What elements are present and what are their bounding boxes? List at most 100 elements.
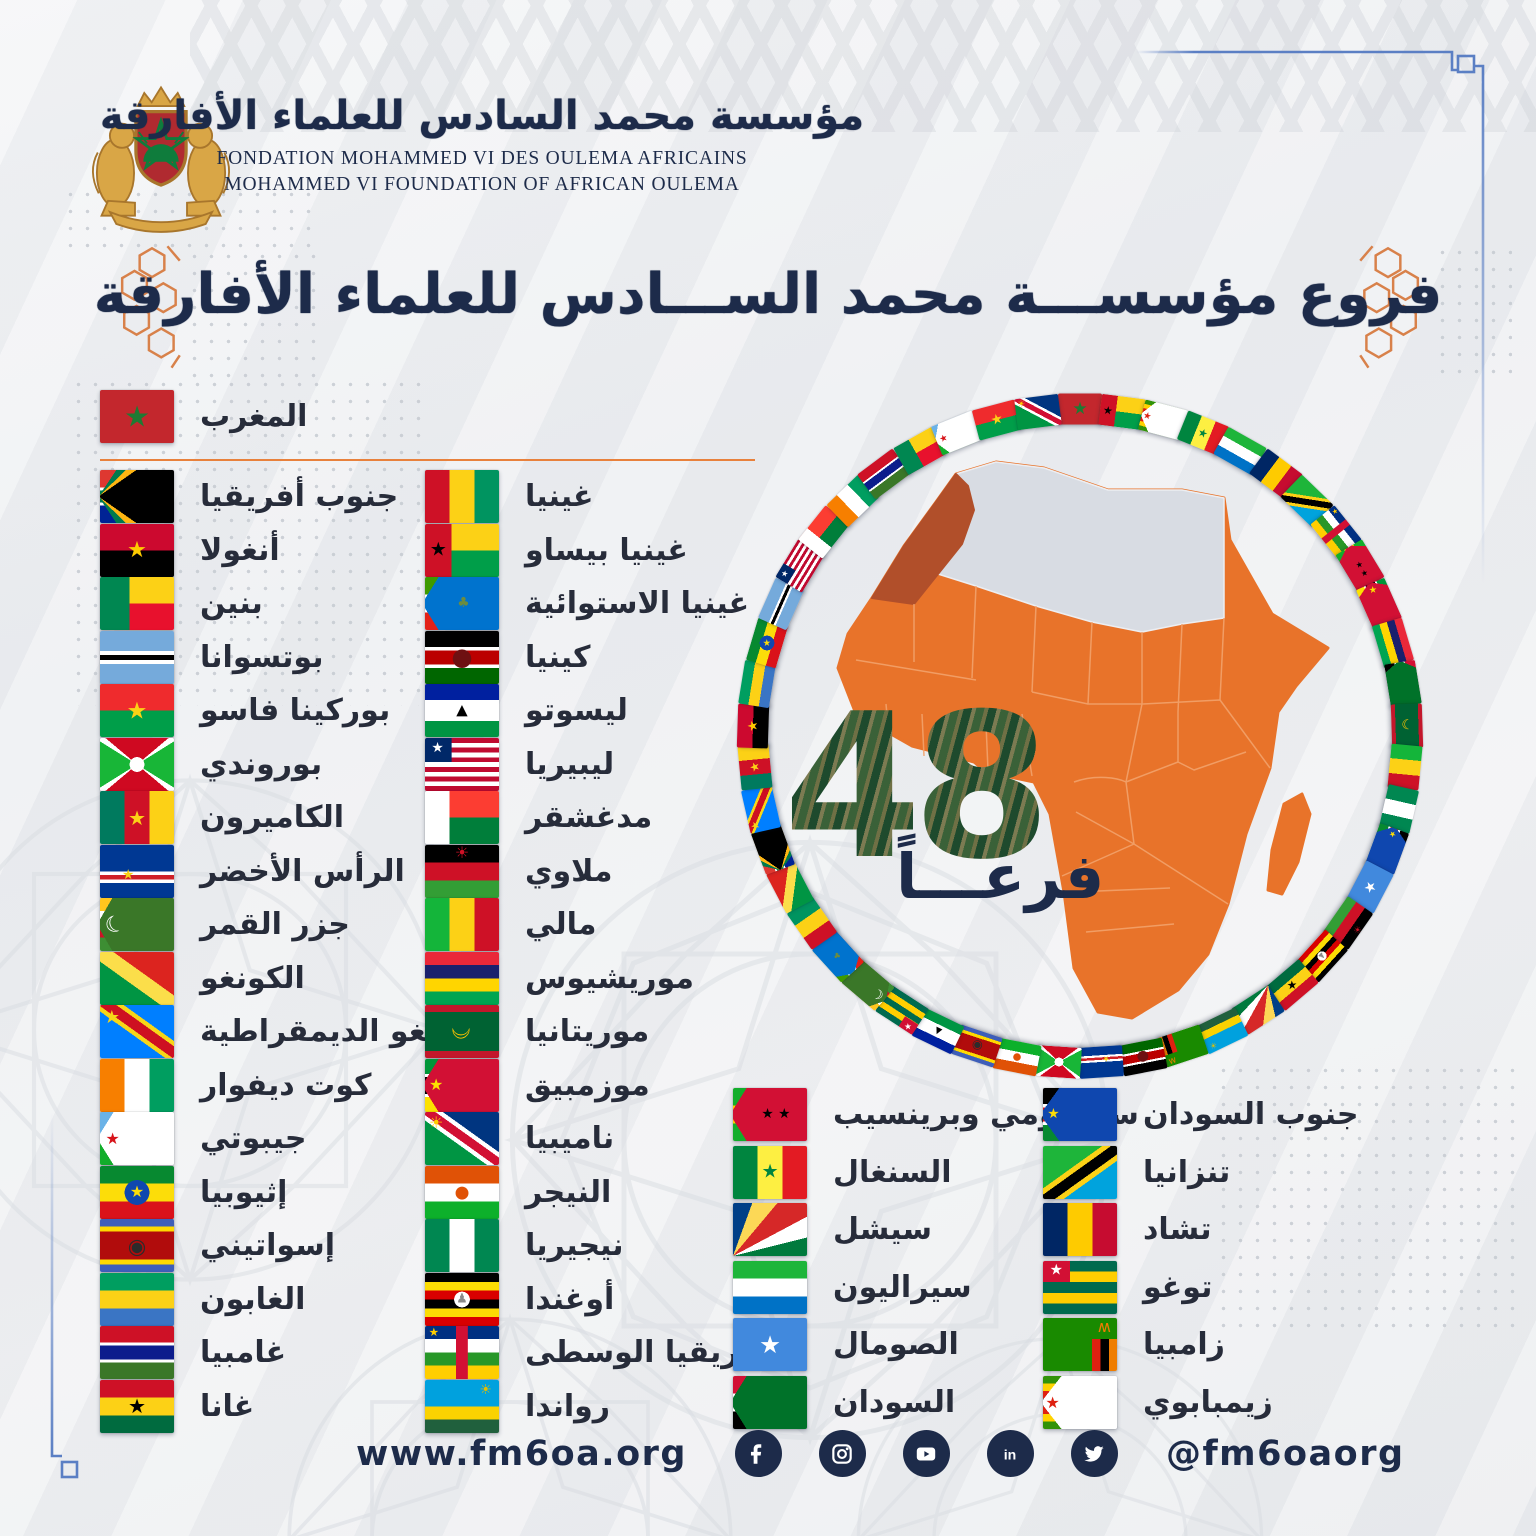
linkedin-icon[interactable]: in [986,1430,1034,1477]
foundation-name-arabic: مؤسسة محمد السادس للعلماء الأفارقة [99,93,865,139]
flag-mdg [424,790,500,845]
country-label: رواندا [525,1388,611,1424]
country-row: ★ جنوب السودان [1042,1087,1358,1142]
country-label: غينيا [525,479,594,514]
country-row: ★ بوركينا فاسو [99,683,391,738]
flag-ner: ● [424,1164,500,1220]
country-label: توغو [1143,1269,1213,1305]
morocco-separator [100,459,755,461]
flag-som: ★ [732,1317,808,1373]
country-label: المغرب [200,399,308,434]
header: مؤسسة محمد السادس للعلماء الأفارقة FONDA… [100,86,864,199]
flag-bwa [99,629,175,685]
country-row: تنزانيا [1042,1144,1231,1200]
country-label: بنين [200,586,263,621]
country-label: الكونغو [200,960,305,996]
country-label: زيمبابوي [1143,1385,1273,1420]
flag-lbr: ★ [424,736,500,792]
country-row: ☀ ملاوي [424,843,613,899]
flag-emblem: ★ [1072,398,1088,419]
instagram-icon[interactable] [818,1430,866,1477]
country-label: الصومال [833,1327,959,1363]
flag-emblem: ★ [126,696,148,724]
flag-civ [99,1057,175,1113]
flag-emblem: ★ [1047,1105,1060,1122]
flag-emblem: ♟ [456,1290,468,1306]
flag-emblem: ● [451,641,473,671]
country-row: ★ إثيوبيا [99,1164,287,1220]
flag-moz: ★ [424,1057,500,1113]
country-label: مدغشقر [525,800,653,835]
flag-cog [99,950,175,1006]
country-label: تشاد [1143,1212,1212,1248]
flag-ben [99,576,175,631]
corner-line-top-right [1136,50,1485,584]
flag-emblem: ☾ [448,1019,476,1041]
country-label: إسواتيني [200,1228,335,1263]
country-label: بوتسوانا [200,639,324,675]
country-label: النيجر [525,1174,612,1210]
country-label: ليسوتو [525,693,628,728]
country-row: بوروندي [99,736,323,792]
flag-stp: ★ ★ [732,1087,808,1142]
flag-bfa: ★ [99,683,175,738]
country-row: ★ الرأس الأخضر [99,843,405,899]
flag-gin [424,469,500,524]
country-row: ● النيجر [424,1164,612,1220]
website-url[interactable]: www.fm6oa.org [356,1433,687,1474]
flag-emblem: ʍ [1097,1318,1111,1336]
country-label: تنزانيا [1143,1154,1231,1190]
footer: www.fm6oa.org in @fm6oaorg [356,1430,1405,1477]
flag-zmb: ʍ [1042,1317,1118,1373]
flag-emblem: ☀ [428,1112,444,1132]
country-row: ▲ ليسوتو [424,683,628,738]
flag-tcd [1042,1202,1118,1258]
flag-swz: ◉ [99,1218,175,1273]
country-row: بوتسوانا [99,629,324,685]
flag-com: ☾ [99,897,175,952]
flag-emblem: ★ [431,740,444,757]
country-label: بوروندي [200,746,323,782]
country-row: مدغشقر [424,790,653,845]
country-row: ★ الصومال [732,1317,959,1373]
twitter-icon[interactable] [1070,1430,1118,1477]
dot-grid [1434,244,1512,378]
foundation-name-english: MOHAMMED VI FOUNDATION OF AFRICAN OULEMA [224,174,740,196]
country-label: أفريقيا الوسطى [525,1335,770,1370]
country-row: كوت ديفوار [99,1057,372,1113]
flag-mwi: ☀ [424,843,500,899]
flag-ssd: ★ [1042,1087,1118,1142]
flag-emblem: ★ [103,1006,120,1028]
country-row: موريشيوس [424,950,694,1006]
flag-emblem: ☾ [100,908,129,941]
flag-emblem: ● [454,1181,470,1202]
country-label: جيبوتي [200,1121,307,1156]
country-row: ★ موزمبيق [424,1057,650,1113]
flag-emblem: ★ [759,1329,781,1359]
svg-text:in: in [1004,1446,1017,1462]
branch-count-label: فرعـــاً [896,840,1105,913]
flag-sen: ★ [732,1144,808,1200]
facebook-icon[interactable] [734,1430,782,1477]
youtube-icon[interactable] [902,1430,950,1477]
country-row: ʍ زامبيا [1042,1317,1225,1373]
country-label: الرأس الأخضر [200,853,405,889]
flag-emblem: ★ [428,1326,440,1340]
country-label: كوت ديفوار [200,1067,372,1103]
flag-cmr: ★ [99,790,175,845]
flag-gnq: ♣ [424,576,500,631]
country-label: سيراليون [833,1269,972,1305]
flag-emblem: ★ ★ [761,1105,791,1122]
page-title: فروع مؤسســـة محمد الســـادس للعلماء الأ… [93,262,1443,327]
country-label: بوركينا فاسو [200,693,391,728]
flag-eth: ★ [99,1164,175,1220]
country-row: ☀ رواندا [424,1378,611,1434]
country-row: ★ زيمبابوي [1042,1375,1273,1430]
country-row: ♟ أوغندا [424,1271,614,1327]
country-label: السودان [833,1385,956,1420]
dot-grid [1215,1062,1515,1328]
country-row: ★ جيبوتي [99,1111,307,1166]
country-row: الغابون [99,1271,305,1327]
country-label: أنغولا [200,532,280,568]
